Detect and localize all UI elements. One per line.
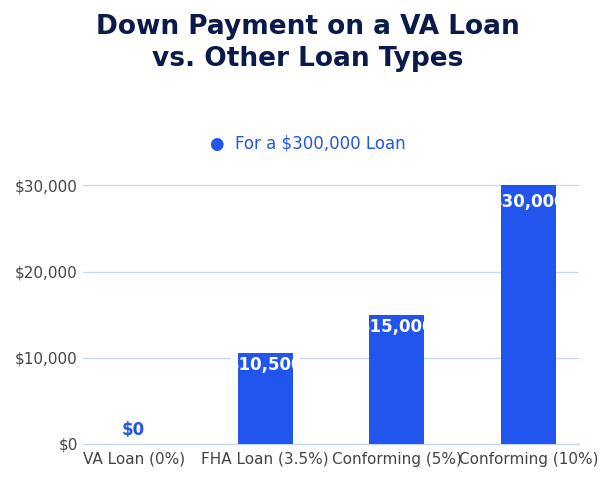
Text: $10,500: $10,500 bbox=[228, 356, 303, 374]
Bar bbox=[501, 186, 556, 443]
Text: $15,000: $15,000 bbox=[359, 319, 435, 336]
Bar bbox=[237, 353, 293, 443]
Text: $30,000: $30,000 bbox=[491, 193, 566, 211]
Text: $0: $0 bbox=[122, 420, 145, 439]
Text: ●  For a $300,000 Loan: ● For a $300,000 Loan bbox=[210, 135, 405, 153]
Bar bbox=[369, 315, 424, 443]
Text: Down Payment on a VA Loan
vs. Other Loan Types: Down Payment on a VA Loan vs. Other Loan… bbox=[95, 14, 520, 72]
